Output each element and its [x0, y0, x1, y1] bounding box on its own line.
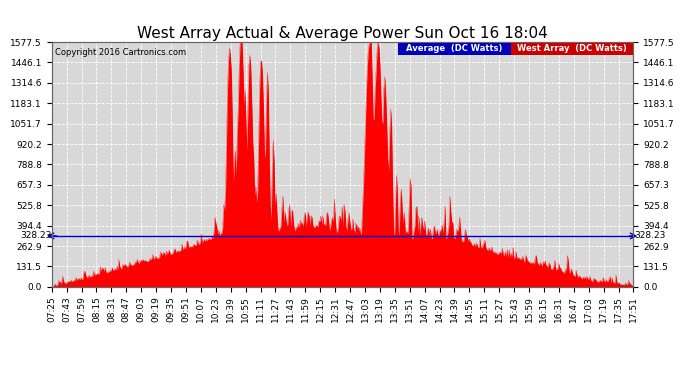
Bar [511, 42, 633, 56]
Text: 328.23: 328.23 [20, 231, 51, 240]
Text: West Array  (DC Watts): West Array (DC Watts) [518, 44, 627, 53]
Text: 328.23: 328.23 [634, 231, 665, 240]
Text: Average  (DC Watts): Average (DC Watts) [406, 44, 503, 53]
Title: West Array Actual & Average Power Sun Oct 16 18:04: West Array Actual & Average Power Sun Oc… [137, 26, 548, 41]
Bar [398, 42, 511, 56]
Text: Copyright 2016 Cartronics.com: Copyright 2016 Cartronics.com [55, 48, 186, 57]
